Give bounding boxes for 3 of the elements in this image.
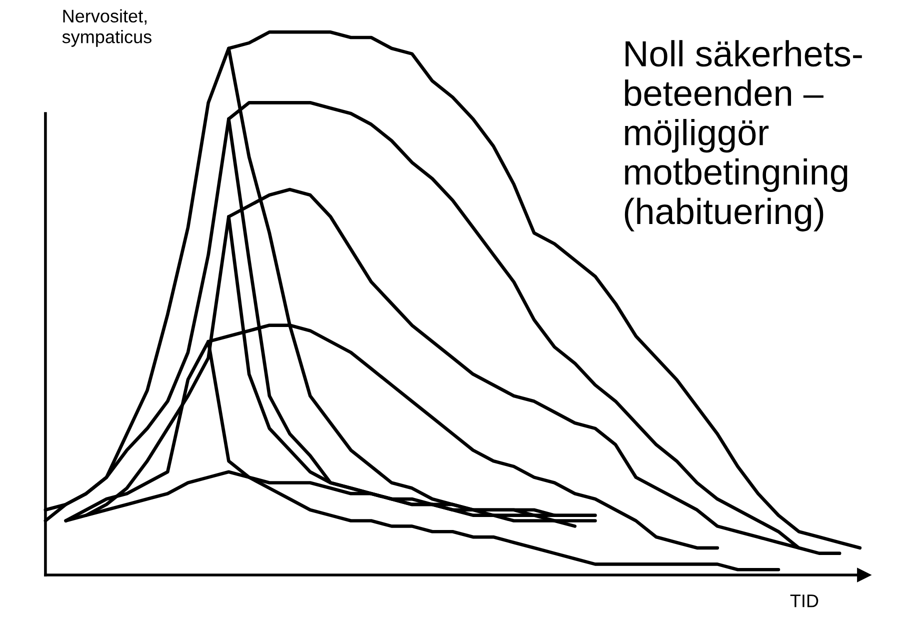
- x-axis-title: TID: [790, 594, 818, 608]
- annotation: Noll säkerhets- beteenden – möjliggör motbetingning (habituering): [624, 40, 862, 232]
- y-axis-title: Nervositet, sympaticus: [62, 9, 152, 47]
